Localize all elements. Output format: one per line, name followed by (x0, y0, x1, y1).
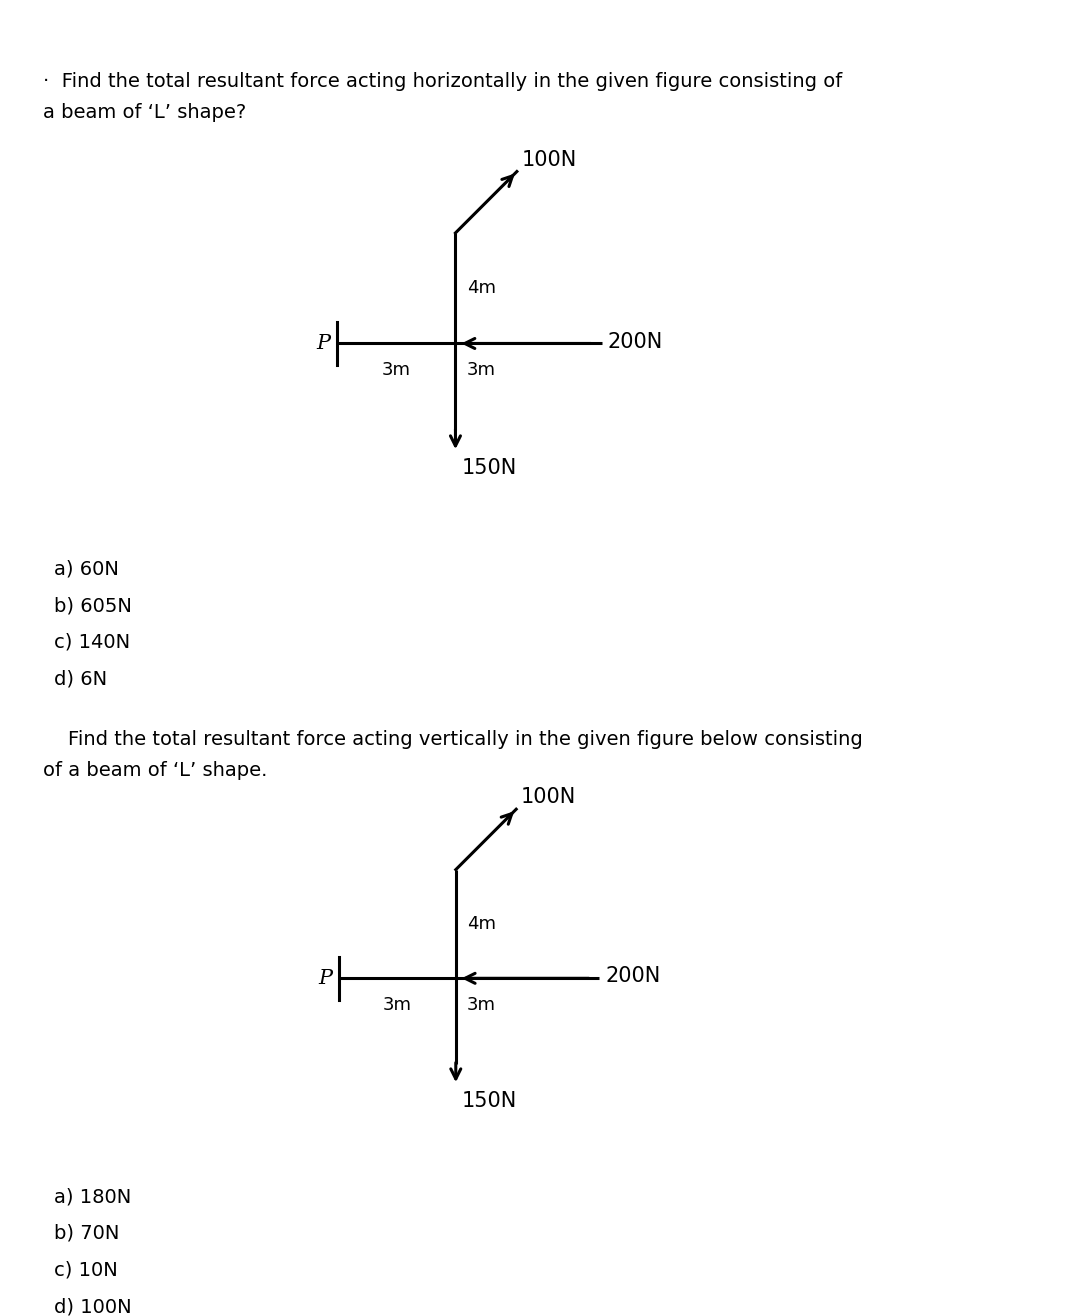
Text: c) 140N: c) 140N (54, 633, 130, 651)
Text: 3m: 3m (467, 996, 496, 1013)
Text: a) 60N: a) 60N (54, 559, 119, 578)
Text: P: P (316, 334, 330, 353)
Text: 4m: 4m (468, 279, 497, 297)
Text: of a beam of ‘L’ shape.: of a beam of ‘L’ shape. (43, 761, 268, 779)
Text: 200N: 200N (607, 332, 663, 351)
Text: 3m: 3m (381, 362, 410, 379)
Text: b) 70N: b) 70N (54, 1224, 120, 1242)
Text: d) 6N: d) 6N (54, 670, 107, 688)
Text: d) 100N: d) 100N (54, 1298, 132, 1316)
Text: 150N: 150N (461, 1091, 517, 1111)
Text: c) 10N: c) 10N (54, 1261, 118, 1279)
Text: b) 605N: b) 605N (54, 596, 132, 615)
Text: 3m: 3m (383, 996, 413, 1013)
Text: a) 180N: a) 180N (54, 1187, 132, 1205)
Text: Find the total resultant force acting vertically in the given figure below consi: Find the total resultant force acting ve… (43, 730, 863, 749)
Text: 100N: 100N (521, 787, 576, 807)
Text: 150N: 150N (461, 458, 516, 478)
Text: a beam of ‘L’ shape?: a beam of ‘L’ shape? (43, 103, 246, 121)
Text: 100N: 100N (522, 150, 577, 170)
Text: 200N: 200N (605, 966, 661, 987)
Text: 3m: 3m (467, 362, 496, 379)
Text: P: P (319, 969, 333, 988)
Text: ·  Find the total resultant force acting horizontally in the given figure consis: · Find the total resultant force acting … (43, 72, 842, 91)
Text: 4m: 4m (468, 915, 497, 933)
